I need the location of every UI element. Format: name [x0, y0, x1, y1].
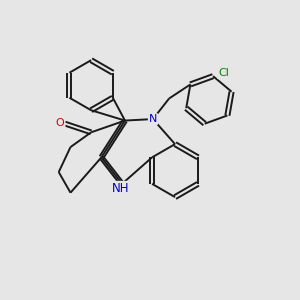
- Text: NH: NH: [112, 182, 129, 195]
- Text: O: O: [56, 118, 64, 128]
- Text: Cl: Cl: [218, 68, 229, 78]
- Text: N: N: [149, 114, 157, 124]
